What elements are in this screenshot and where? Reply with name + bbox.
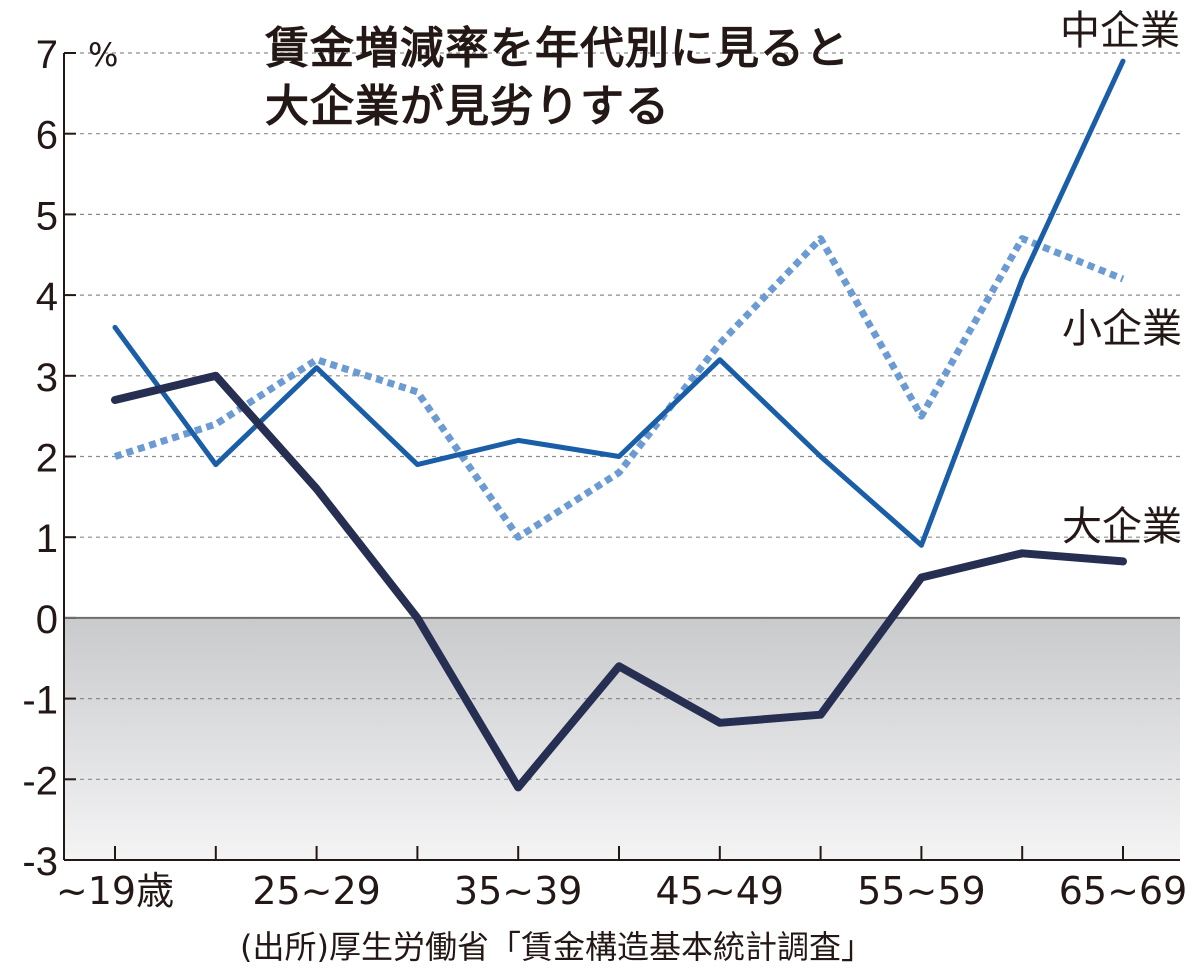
y-tick-label: 3 bbox=[36, 356, 58, 400]
chart-title-line-1: 賃金増減率を年代別に見ると bbox=[265, 23, 850, 74]
y-tick-label: 6 bbox=[36, 114, 58, 158]
axes bbox=[63, 52, 1180, 861]
y-tick-label: 1 bbox=[36, 517, 58, 561]
negative-region bbox=[64, 617, 1180, 860]
x-tick-label: 65~69 bbox=[1059, 869, 1188, 913]
x-tick-label: 35~39 bbox=[454, 869, 583, 913]
x-tick-label: 25~29 bbox=[252, 869, 381, 913]
series-lines bbox=[111, 58, 1127, 792]
source-note: (出所)厚生労働省「賃金構造基本統計調査」 bbox=[240, 928, 873, 966]
y-tick-label: 5 bbox=[36, 194, 58, 238]
x-tick-label: 55~59 bbox=[857, 869, 986, 913]
series-label: 小企業 bbox=[1062, 306, 1182, 352]
y-tick-label: -1 bbox=[22, 679, 58, 723]
x-tick-label: 45~49 bbox=[656, 869, 785, 913]
labels: -3 -2 -1 0 1 2 3 4 5 6 7 % ~19歳 25~29 35~39 45~49 55~59 6… bbox=[22, 8, 1187, 913]
chart-title-line-2: 大企業が見劣りする bbox=[265, 81, 670, 132]
y-tick-label: 4 bbox=[36, 275, 58, 319]
y-tick-label: 0 bbox=[36, 598, 58, 642]
series-line-1 bbox=[113, 235, 1125, 541]
series-label: 大企業 bbox=[1062, 504, 1182, 550]
gridlines bbox=[64, 52, 1180, 780]
y-tick-label: 2 bbox=[36, 437, 58, 481]
y-tick-label: 7 bbox=[36, 33, 58, 77]
y-tick-label: -2 bbox=[22, 759, 58, 803]
x-tick-label: ~19歳 bbox=[56, 869, 174, 913]
series-label: 中企業 bbox=[1060, 8, 1180, 54]
y-tick-label: -3 bbox=[22, 840, 58, 884]
y-axis-unit: % bbox=[88, 36, 118, 74]
